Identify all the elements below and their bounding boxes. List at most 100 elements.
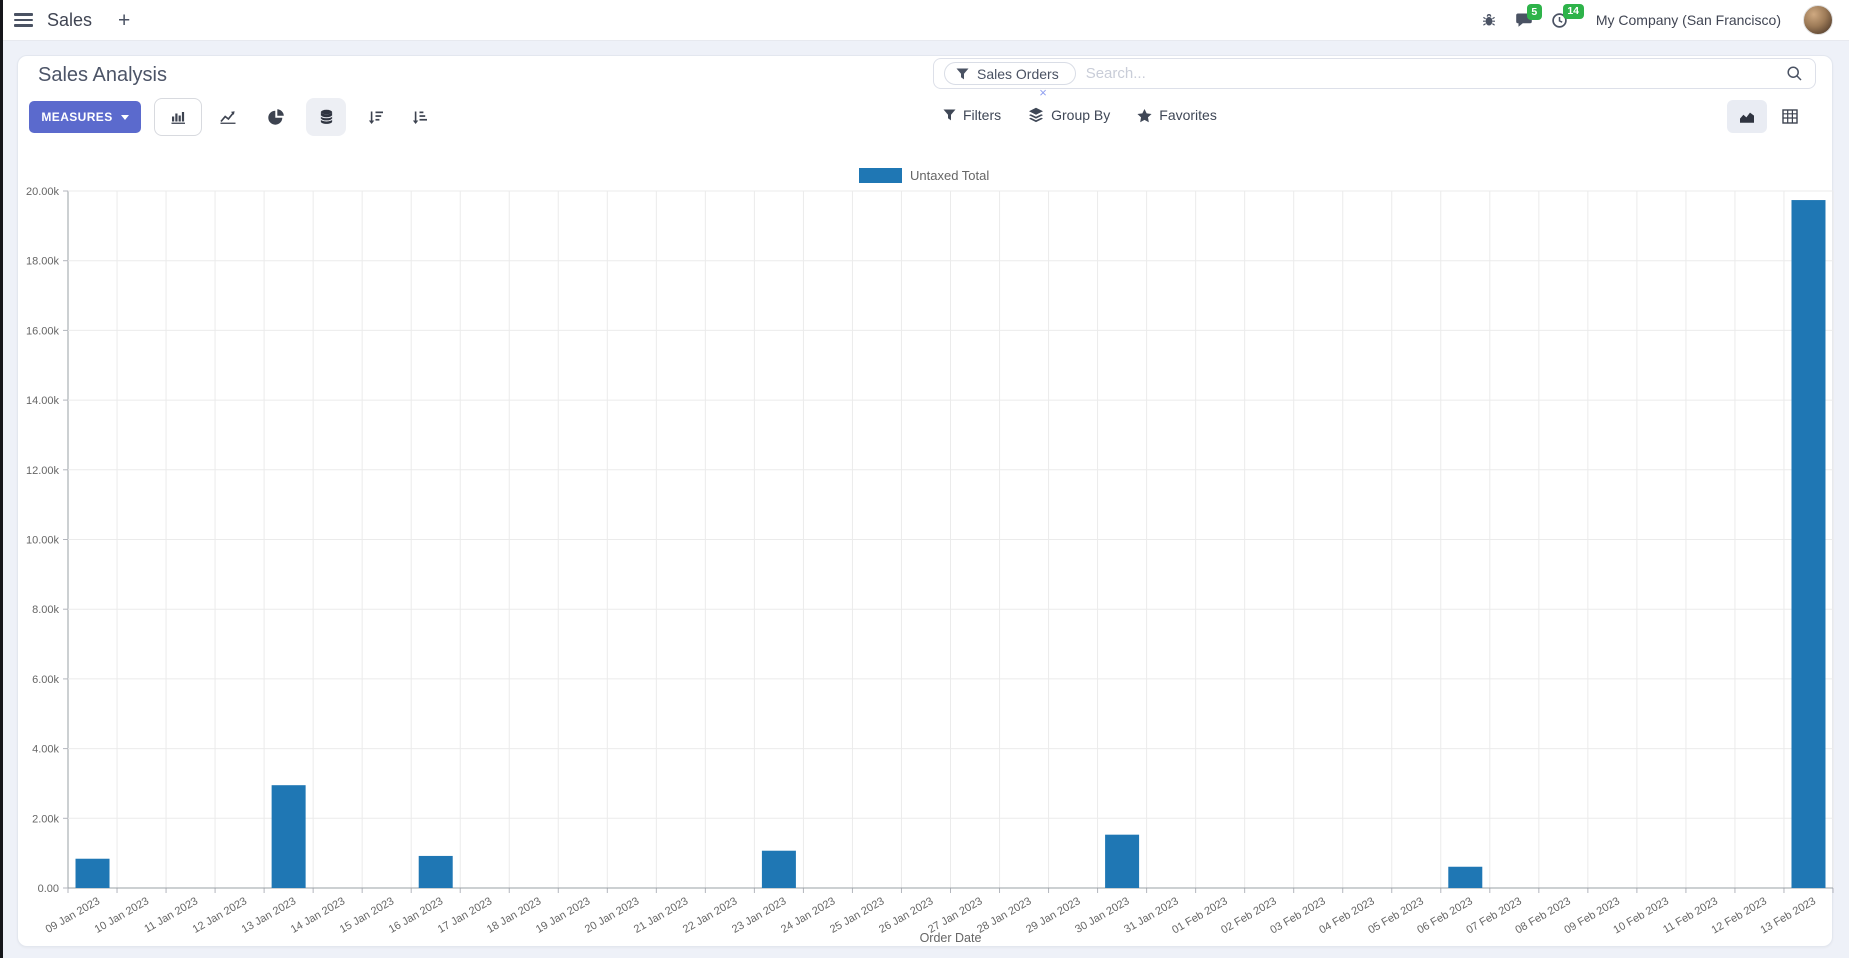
x-tick-label: 01 Feb 2023 xyxy=(1170,895,1230,936)
search-submit[interactable] xyxy=(1784,63,1805,84)
y-tick-label: 8.00k xyxy=(32,604,59,616)
facet-remove-icon[interactable]: × xyxy=(1039,85,1047,100)
x-tick-label: 24 Jan 2023 xyxy=(779,895,837,936)
chart-bar-09-jan-2023[interactable] xyxy=(75,858,110,888)
x-tick-label: 31 Jan 2023 xyxy=(1122,895,1180,936)
search-bar[interactable]: Sales Orders xyxy=(933,58,1816,89)
activities-count-badge: 14 xyxy=(1562,3,1584,20)
group-by-menu[interactable]: Group By xyxy=(1028,107,1110,123)
measures-button[interactable]: MEASURES xyxy=(29,101,141,133)
graph-view-button[interactable] xyxy=(1727,100,1767,133)
app-name[interactable]: Sales xyxy=(47,9,93,30)
search-magnifier-icon xyxy=(1786,65,1803,82)
x-tick-label: 09 Feb 2023 xyxy=(1562,895,1622,936)
filters-menu[interactable]: Filters xyxy=(943,107,1001,123)
bar-chart-icon xyxy=(171,110,186,125)
y-tick-label: 12.00k xyxy=(26,465,60,477)
x-tick-label: 05 Feb 2023 xyxy=(1366,895,1426,936)
x-tick-label: 03 Feb 2023 xyxy=(1268,895,1328,936)
x-tick-label: 27 Jan 2023 xyxy=(926,895,984,936)
x-tick-label: 11 Jan 2023 xyxy=(142,895,200,935)
window-left-edge xyxy=(0,0,3,958)
user-avatar[interactable] xyxy=(1803,5,1833,35)
graph-toolbar: MEASURES xyxy=(29,98,442,136)
database-stack-icon xyxy=(319,109,334,125)
messages-count-badge: 5 xyxy=(1526,4,1542,20)
chart-bar-06-feb-2023[interactable] xyxy=(1448,866,1483,888)
x-tick-label: 12 Jan 2023 xyxy=(191,895,249,936)
pivot-view-button[interactable] xyxy=(1770,100,1810,133)
x-tick-label: 23 Jan 2023 xyxy=(730,895,788,936)
x-tick-label: 07 Feb 2023 xyxy=(1464,895,1524,936)
star-icon xyxy=(1137,108,1152,123)
caret-down-icon xyxy=(120,114,129,120)
top-navbar: Sales + 5 xyxy=(0,0,1849,41)
company-switcher[interactable]: My Company (San Francisco) xyxy=(1595,12,1781,28)
x-tick-label: 10 Feb 2023 xyxy=(1611,895,1671,936)
x-tick-label: 22 Jan 2023 xyxy=(681,895,739,936)
y-tick-label: 2.00k xyxy=(32,813,59,825)
bar-chart-mode-button[interactable] xyxy=(154,98,202,136)
x-tick-label: 18 Jan 2023 xyxy=(485,895,543,936)
search-input[interactable] xyxy=(1085,65,1784,82)
legend-swatch[interactable] xyxy=(859,168,902,183)
sales-analysis-bar-chart: 0.00 2.00k 4.00k 6.00k 8.00k 10.00k 12.00k 14.0… xyxy=(26,168,1834,945)
chart-bar-13-jan-2023[interactable] xyxy=(271,785,306,888)
y-tick-label: 10.00k xyxy=(26,535,60,547)
x-tick-label: 13 Feb 2023 xyxy=(1758,895,1818,936)
filter-funnel-icon xyxy=(943,109,956,121)
legend-label[interactable]: Untaxed Total xyxy=(910,168,989,183)
x-tick-label: 25 Jan 2023 xyxy=(828,895,886,936)
x-tick-label: 28 Jan 2023 xyxy=(975,895,1033,936)
y-tick-label: 0.00 xyxy=(38,883,59,895)
search-facet-sales-orders[interactable]: Sales Orders xyxy=(944,62,1076,85)
messages-button[interactable]: 5 xyxy=(1513,4,1542,32)
x-tick-label: 15 Jan 2023 xyxy=(338,895,396,936)
x-tick-label: 26 Jan 2023 xyxy=(877,895,935,936)
clock-icon xyxy=(1551,12,1568,29)
sort-amount-asc-icon xyxy=(412,110,428,125)
line-chart-icon xyxy=(220,110,236,124)
x-tick-label: 29 Jan 2023 xyxy=(1024,895,1082,936)
x-tick-label: 20 Jan 2023 xyxy=(583,895,641,936)
chart-bar-13-feb-2023[interactable] xyxy=(1791,200,1826,888)
x-tick-label: 19 Jan 2023 xyxy=(534,895,592,936)
activities-button[interactable]: 14 xyxy=(1549,3,1584,33)
sort-ascending-button[interactable] xyxy=(398,98,442,136)
x-tick-label: 10 Jan 2023 xyxy=(93,895,151,936)
pie-chart-mode-button[interactable] xyxy=(254,98,298,136)
x-axis-title: Order Date xyxy=(920,931,982,945)
x-tick-label: 04 Feb 2023 xyxy=(1317,895,1377,936)
x-tick-label: 02 Feb 2023 xyxy=(1219,895,1279,936)
sales-analysis-view: Sales Analysis MEASURES xyxy=(17,55,1834,947)
x-tick-label: 21 Jan 2023 xyxy=(632,895,690,936)
x-tick-label: 09 Jan 2023 xyxy=(44,895,102,936)
x-tick-label: 17 Jan 2023 xyxy=(436,895,494,936)
x-tick-label: 06 Feb 2023 xyxy=(1415,895,1475,936)
filter-funnel-icon xyxy=(956,68,969,80)
x-tick-label: 14 Jan 2023 xyxy=(289,895,347,936)
sort-descending-button[interactable] xyxy=(354,98,398,136)
apps-menu-icon[interactable] xyxy=(14,13,33,27)
x-tick-label: 11 Feb 2023 xyxy=(1661,895,1720,936)
x-tick-label: 12 Feb 2023 xyxy=(1709,895,1769,936)
debug-bug-icon[interactable] xyxy=(1479,8,1499,32)
layers-icon xyxy=(1028,107,1044,123)
x-tick-label: 13 Jan 2023 xyxy=(240,895,298,936)
bug-icon xyxy=(1481,12,1497,28)
area-chart-icon xyxy=(1739,110,1755,124)
chart-bar-16-jan-2023[interactable] xyxy=(418,855,453,888)
chart-bar-30-jan-2023[interactable] xyxy=(1105,834,1140,888)
plus-icon[interactable]: + xyxy=(118,8,131,32)
favorites-menu[interactable]: Favorites xyxy=(1137,107,1217,123)
chart-bar-23-jan-2023[interactable] xyxy=(761,850,796,888)
x-tick-label: 30 Jan 2023 xyxy=(1073,895,1131,936)
pie-chart-icon xyxy=(268,109,284,125)
pivot-table-icon xyxy=(1782,109,1798,124)
stacked-toggle-button[interactable] xyxy=(306,98,346,136)
line-chart-mode-button[interactable] xyxy=(206,98,250,136)
view-switcher xyxy=(1727,100,1810,133)
y-tick-label: 18.00k xyxy=(26,256,60,268)
y-tick-label: 14.00k xyxy=(26,395,60,407)
x-tick-label: 16 Jan 2023 xyxy=(387,895,445,936)
